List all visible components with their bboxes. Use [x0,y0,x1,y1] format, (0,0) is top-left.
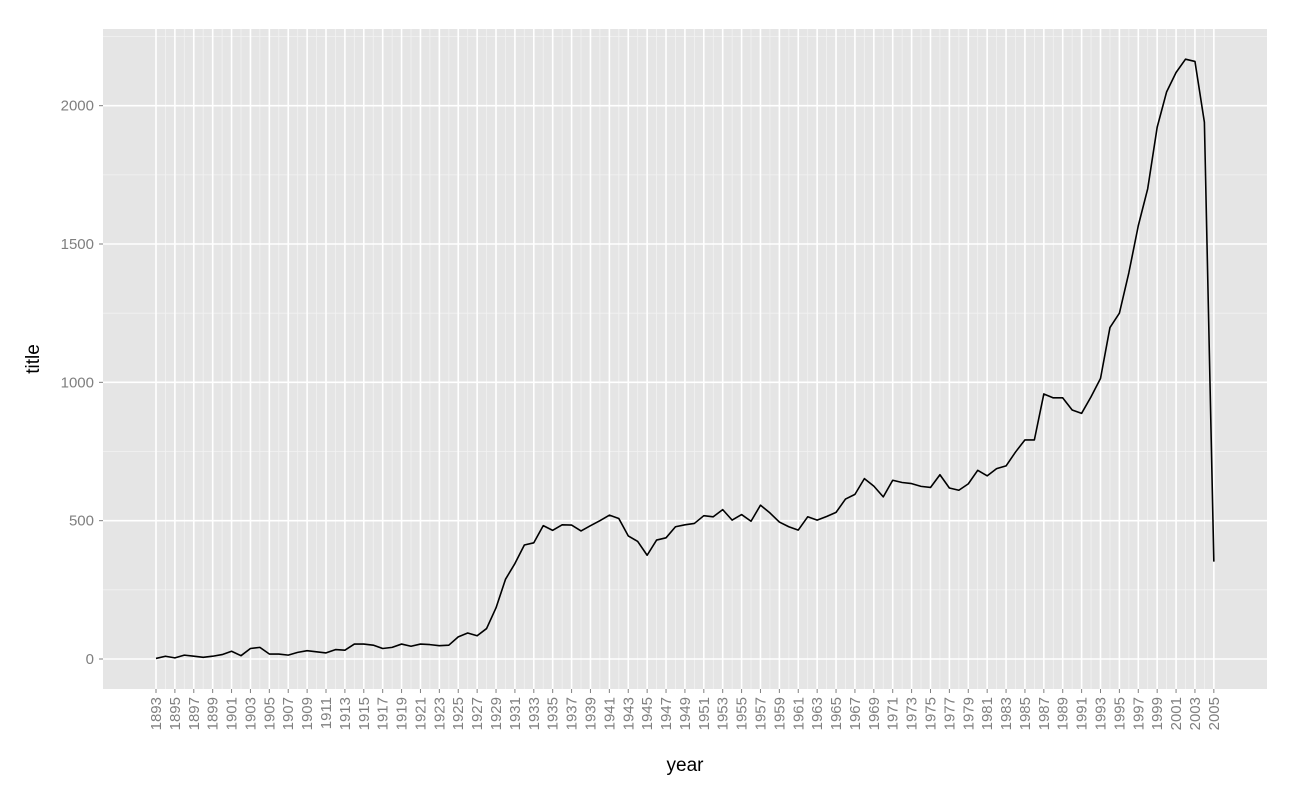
x-tick-label: 1895 [167,697,184,730]
x-tick-label: 1983 [998,697,1015,730]
x-tick-label: 1899 [205,697,222,730]
x-tick-label: 1921 [412,697,429,730]
major-gridlines [103,29,1267,689]
x-tick-label: 1937 [564,697,581,730]
y-tick-label: 1500 [61,236,94,253]
x-tick-label: 1925 [450,697,467,730]
x-tick-label: 1917 [375,697,392,730]
x-tick-label: 1913 [337,697,354,730]
x-tick-label: 1901 [224,697,241,730]
x-tick-labels: 1893 1895 1897 1899 1901 1903 1905 1907 1909 1911… [148,697,1223,730]
x-tick-label: 1939 [582,697,599,730]
y-tick-labels: 0 500 1000 1500 2000 [61,98,94,668]
x-tick-label: 1907 [280,697,297,730]
x-tick-label: 1989 [1055,697,1072,730]
x-tick-label: 1943 [620,697,637,730]
x-tick-label: 1929 [488,697,505,730]
x-tick-label: 1927 [469,697,486,730]
x-tick-label: 1997 [1130,697,1147,730]
x-tick-label: 1965 [828,697,845,730]
x-tick-label: 2005 [1206,697,1223,730]
x-tick-label: 1931 [507,697,524,730]
x-tick-label: 1979 [960,697,977,730]
x-tick-label: 1957 [752,697,769,730]
x-tick-label: 1977 [941,697,958,730]
axis-ticks [99,105,1215,693]
x-tick-label: 1953 [715,697,732,730]
x-tick-label: 2001 [1168,697,1185,730]
x-tick-label: 2003 [1187,697,1204,730]
x-tick-label: 1961 [790,697,807,730]
x-tick-label: 1959 [771,697,788,730]
x-tick-label: 1919 [394,697,411,730]
x-axis-title: year [667,755,705,776]
x-tick-label: 1947 [658,697,675,730]
x-tick-label: 1915 [356,697,373,730]
x-tick-label: 1909 [299,697,316,730]
x-tick-label: 1987 [1036,697,1053,730]
x-tick-label: 1995 [1111,697,1128,730]
x-tick-label: 1971 [885,697,902,730]
x-tick-label: 1905 [261,697,278,730]
x-tick-label: 1999 [1149,697,1166,730]
x-tick-label: 1955 [734,697,751,730]
x-tick-label: 1973 [904,697,921,730]
x-tick-label: 1911 [318,697,335,729]
x-tick-label: 1949 [677,697,694,730]
series-line [155,58,1215,660]
y-tick-label: 500 [69,513,94,530]
x-tick-label: 1893 [148,697,165,730]
x-tick-label: 1935 [545,697,562,730]
y-tick-label: 0 [86,651,94,668]
x-tick-label: 1933 [526,697,543,730]
x-tick-label: 1985 [1017,697,1034,730]
x-tick-label: 1981 [979,697,996,730]
y-tick-label: 1000 [61,374,94,391]
x-tick-label: 1897 [186,697,203,730]
x-tick-label: 1967 [847,697,864,730]
y-tick-label: 2000 [61,98,94,115]
x-tick-label: 1923 [431,697,448,730]
x-tick-label: 1991 [1074,697,1091,730]
x-tick-label: 1941 [601,697,618,730]
x-tick-label: 1993 [1093,697,1110,730]
x-tick-label: 1951 [696,697,713,730]
x-tick-label: 1903 [242,697,259,730]
y-axis-title: title [23,344,44,374]
x-tick-label: 1963 [809,697,826,730]
x-tick-label: 1969 [866,697,883,730]
x-tick-label: 1975 [922,697,939,730]
x-tick-label: 1945 [639,697,656,730]
